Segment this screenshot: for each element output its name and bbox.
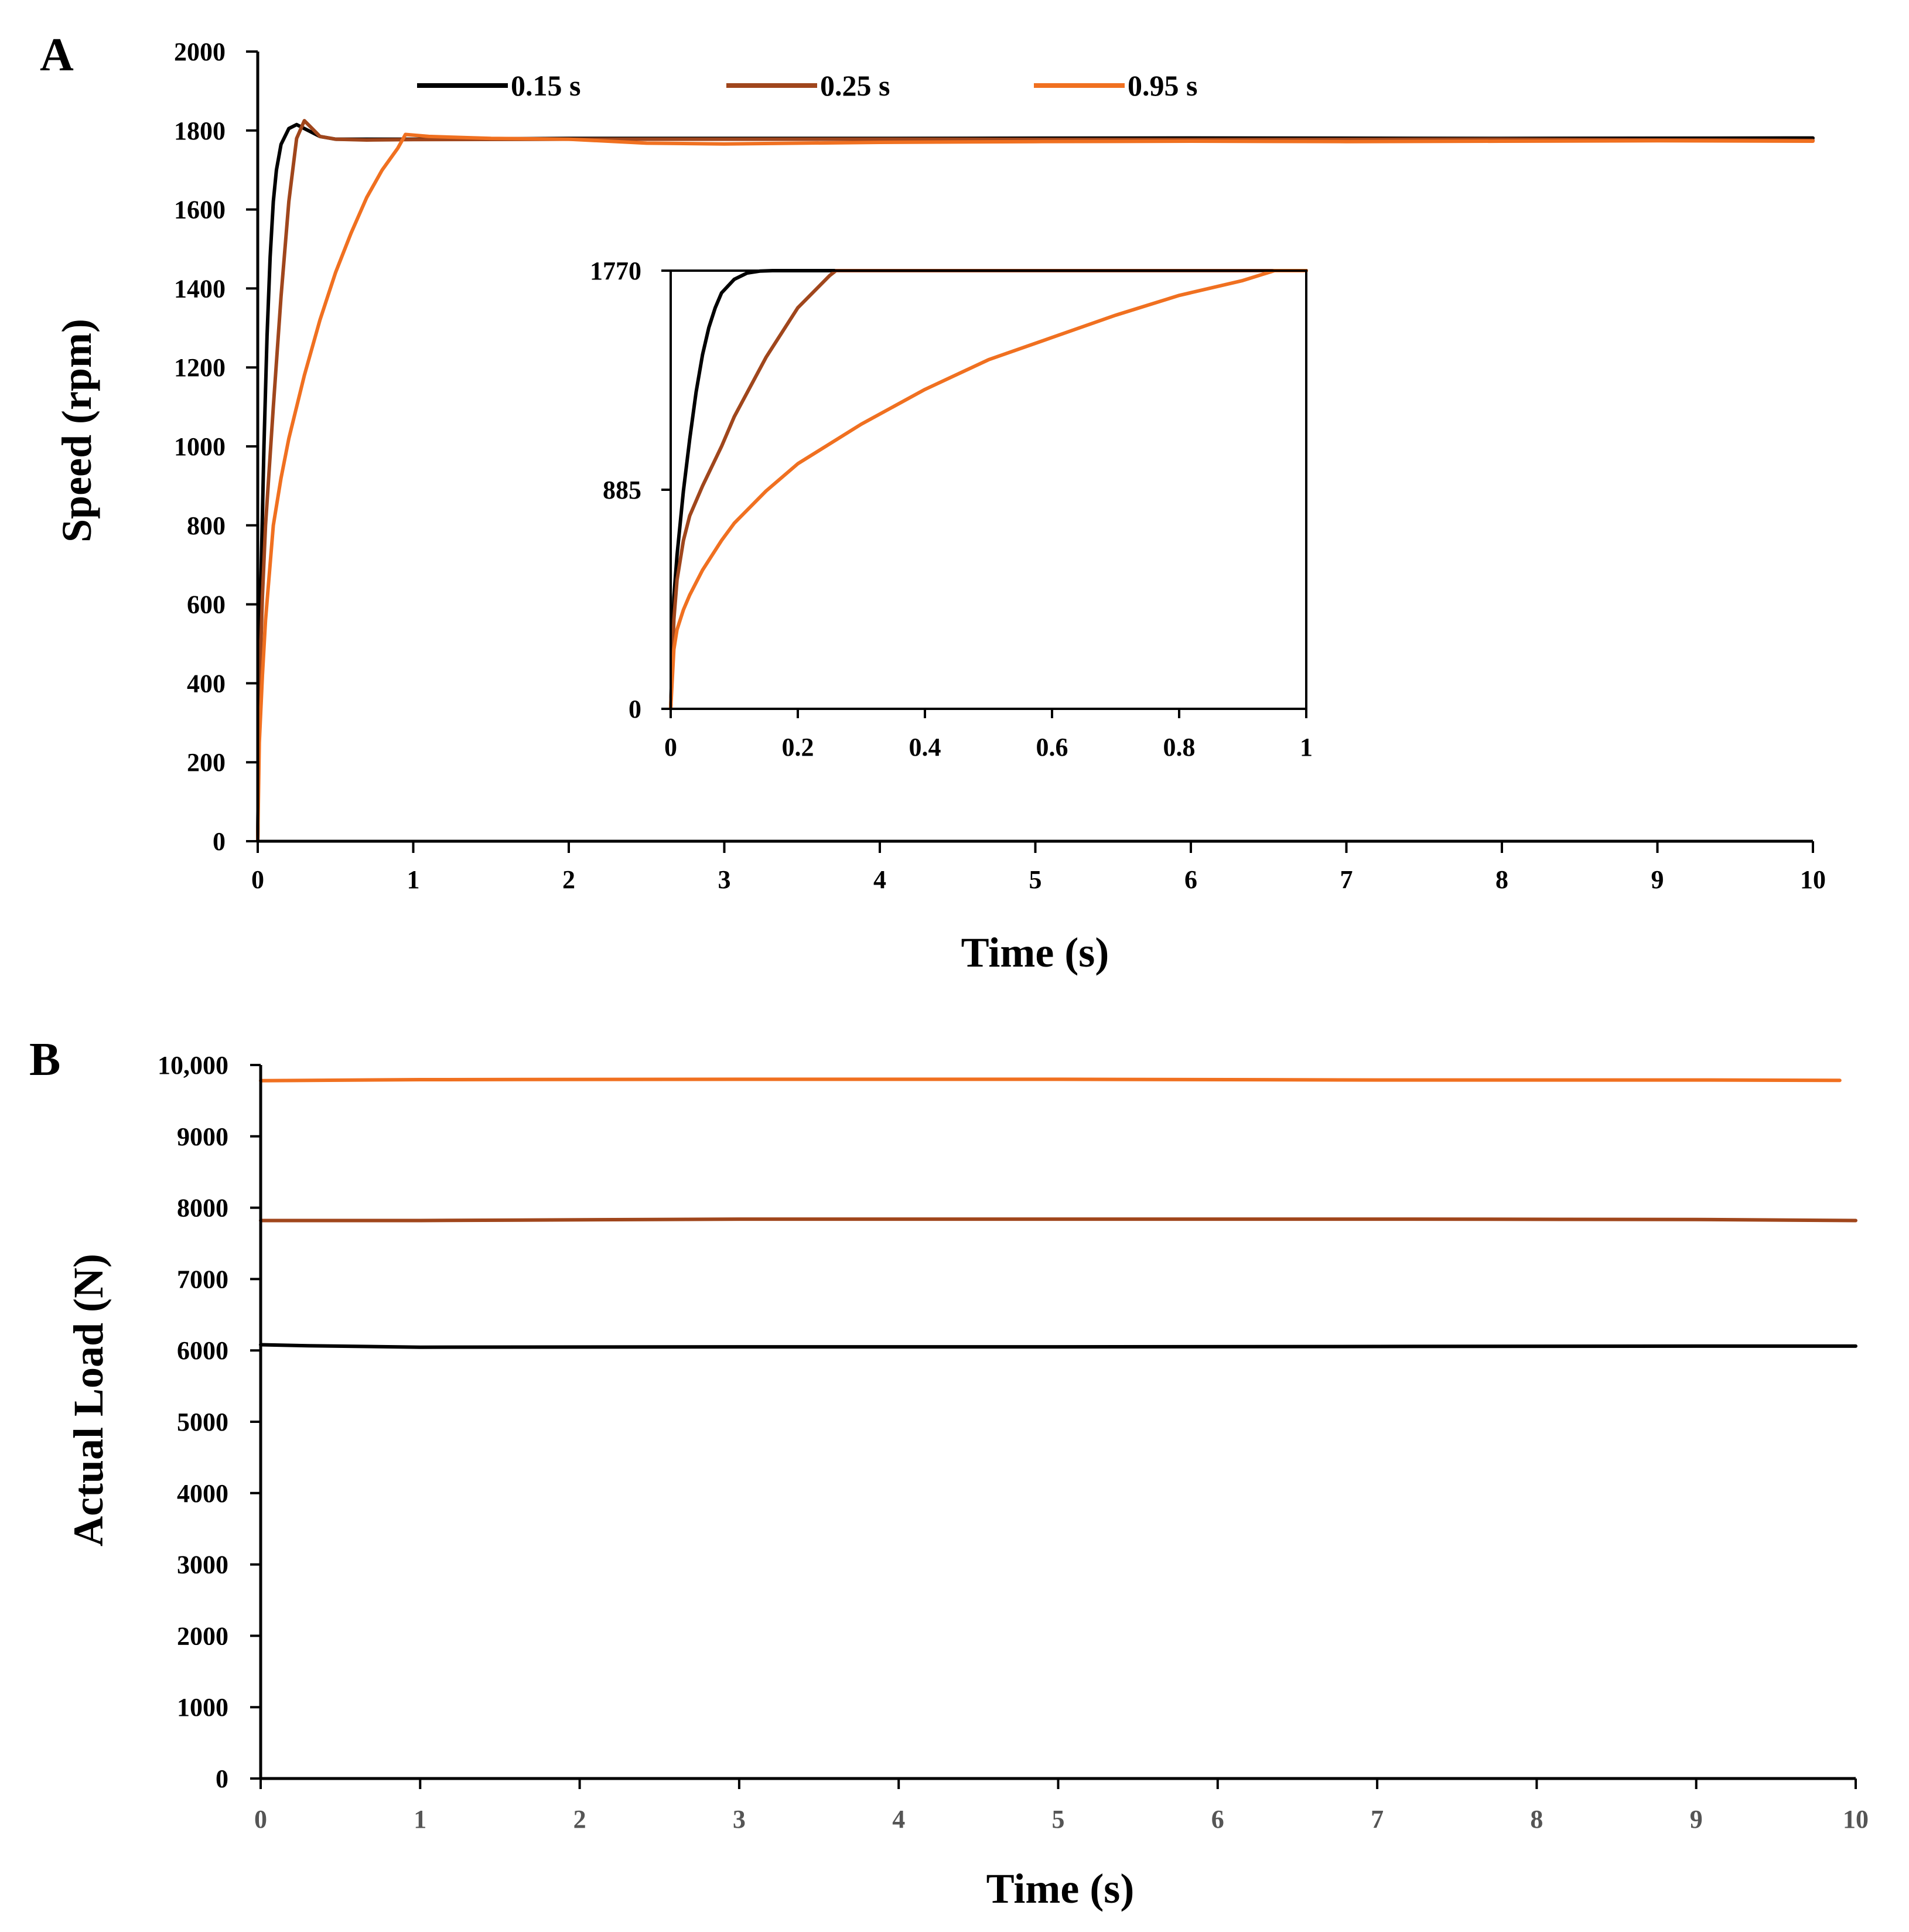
- panel-b-y-tick-label: 1000: [177, 1693, 228, 1722]
- panel-b-y-tick-label: 8000: [177, 1194, 228, 1223]
- inset-y-tick-label: 0: [629, 695, 641, 723]
- panel-a-y-tick-label: 0: [213, 827, 226, 856]
- panel-b-x-tick-label: 10: [1843, 1805, 1869, 1834]
- panel-a-x-tick-label: 4: [873, 865, 886, 894]
- legend-label: 0.95 s: [1128, 69, 1197, 102]
- panel-b-x-tick-label: 2: [573, 1805, 586, 1834]
- panel-a-series-line-0-25-s: [256, 119, 1815, 843]
- panel-b-y-tick-label: 3000: [177, 1551, 228, 1579]
- panel-a-axes: 0 1 2 3 4 5 6 7 8 9 100200400600800100012001400160…: [174, 37, 1826, 894]
- panel-b-y-tick-label: 2000: [177, 1622, 228, 1650]
- panel-b-label: B: [29, 1034, 60, 1086]
- panel-b-x-tick-label: 7: [1371, 1805, 1384, 1834]
- inset-x-tick-label: 1: [1300, 733, 1313, 762]
- panel-b-axes: 0 1 2 3 4 5 6 7 8 9 10 0 1000 2000 3000 4000 5000 6000 700…: [158, 1051, 1869, 1834]
- inset-x-tick-label: 0.4: [909, 733, 941, 762]
- panel-b-x-tick-label: 5: [1052, 1805, 1065, 1834]
- legend-label: 0.25 s: [820, 69, 890, 102]
- panel-b-x-tick-label: 0: [254, 1805, 267, 1834]
- panel-a-x-tick-label: 2: [562, 865, 575, 894]
- inset-series-line-0-25-s: [669, 269, 1308, 711]
- panel-a-inset-chart: 0 0.2 0.4 0.6 0.8 1 0 885 1770: [590, 257, 1313, 762]
- panel-b-load-chart: B 0 1 2 3 4 5 6 7 8 9 10 0 1000 2000 3000 4000 5000 6000 7…: [29, 1034, 1869, 1912]
- panel-a-x-tick-label: 1: [407, 865, 420, 894]
- panel-b-series-line-0-15-s: [259, 1343, 1857, 1349]
- panel-a-y-tick-label: 1800: [174, 117, 226, 145]
- inset-x-tick-label: 0.6: [1036, 733, 1068, 762]
- panel-a-y-tick-label: 2000: [174, 37, 226, 66]
- legend-label: 0.15 s: [511, 69, 580, 102]
- inset-y-tick-label: 1770: [590, 257, 641, 285]
- panel-b-y-tick-label: 6000: [177, 1336, 228, 1365]
- panel-b-x-tick-label: 1: [414, 1805, 426, 1834]
- panel-b-y-tick-label: 10,000: [158, 1051, 228, 1080]
- inset-y-tick-label: 885: [603, 476, 641, 504]
- panel-a-x-tick-label: 9: [1651, 865, 1664, 894]
- panel-a-y-tick-label: 1400: [174, 274, 226, 303]
- panel-a-label: A: [40, 29, 74, 81]
- panel-b-x-tick-label: 6: [1211, 1805, 1224, 1834]
- panel-a-x-tick-label: 7: [1340, 865, 1353, 894]
- panel-b-y-tick-label: 5000: [177, 1408, 228, 1436]
- panel-b-x-tick-label: 8: [1530, 1805, 1543, 1834]
- panel-a-y-tick-label: 400: [187, 669, 226, 698]
- panel-a-x-tick-label: 3: [718, 865, 731, 894]
- panel-b-x-axis-title: Time (s): [986, 1865, 1135, 1912]
- inset-x-tick-label: 0.2: [782, 733, 814, 762]
- panel-b-y-tick-label: 9000: [177, 1122, 228, 1151]
- panel-a-y-tick-label: 800: [187, 511, 226, 540]
- panel-a-y-tick-label: 1000: [174, 432, 226, 461]
- panel-a-x-tick-label: 0: [251, 865, 264, 894]
- panel-b-series-line-0-95-s: [259, 1077, 1842, 1083]
- panel-a-y-tick-label: 600: [187, 590, 226, 619]
- panel-a-y-tick-label: 1200: [174, 353, 226, 382]
- panel-b-x-tick-label: 9: [1690, 1805, 1703, 1834]
- panel-a-series-group: [256, 119, 1815, 843]
- panel-a-y-tick-label: 1600: [174, 196, 226, 224]
- panel-a-x-tick-label: 10: [1800, 865, 1826, 894]
- panel-b-y-tick-label: 4000: [177, 1479, 228, 1508]
- panel-a-y-axis-title: Speed (rpm): [53, 319, 100, 542]
- panel-b-series-line-0-25-s: [259, 1217, 1857, 1223]
- panel-b-x-tick-label: 3: [733, 1805, 746, 1834]
- panel-b-y-axis-title: Actual Load (N): [65, 1254, 112, 1547]
- panel-a-x-tick-label: 5: [1029, 865, 1042, 894]
- panel-a-x-axis-title: Time (s): [961, 929, 1109, 976]
- panel-b-x-tick-label: 4: [892, 1805, 905, 1834]
- panel-b-y-tick-label: 7000: [177, 1265, 228, 1293]
- panel-a-x-tick-label: 8: [1495, 865, 1508, 894]
- inset-axes: 0 0.2 0.4 0.6 0.8 1 0 885 1770: [590, 257, 1313, 762]
- panel-a-series-line-0-95-s: [256, 132, 1815, 843]
- inset-x-tick-label: 0.8: [1163, 733, 1196, 762]
- panel-a-x-tick-label: 6: [1184, 865, 1197, 894]
- panel-a-y-tick-label: 200: [187, 748, 226, 777]
- legend: 0.15 s 0.25 s 0.95 s: [417, 69, 1197, 102]
- panel-a-speed-chart: A 0 1 2 3 4 5 6 7 8 9 1002004006008001000120014001…: [40, 29, 1826, 976]
- panel-b-y-tick-label: 0: [216, 1764, 228, 1793]
- inset-series-line-0-95-s: [669, 269, 1308, 711]
- inset-x-tick-label: 0: [664, 733, 677, 762]
- panel-b-series-group: [259, 1077, 1857, 1349]
